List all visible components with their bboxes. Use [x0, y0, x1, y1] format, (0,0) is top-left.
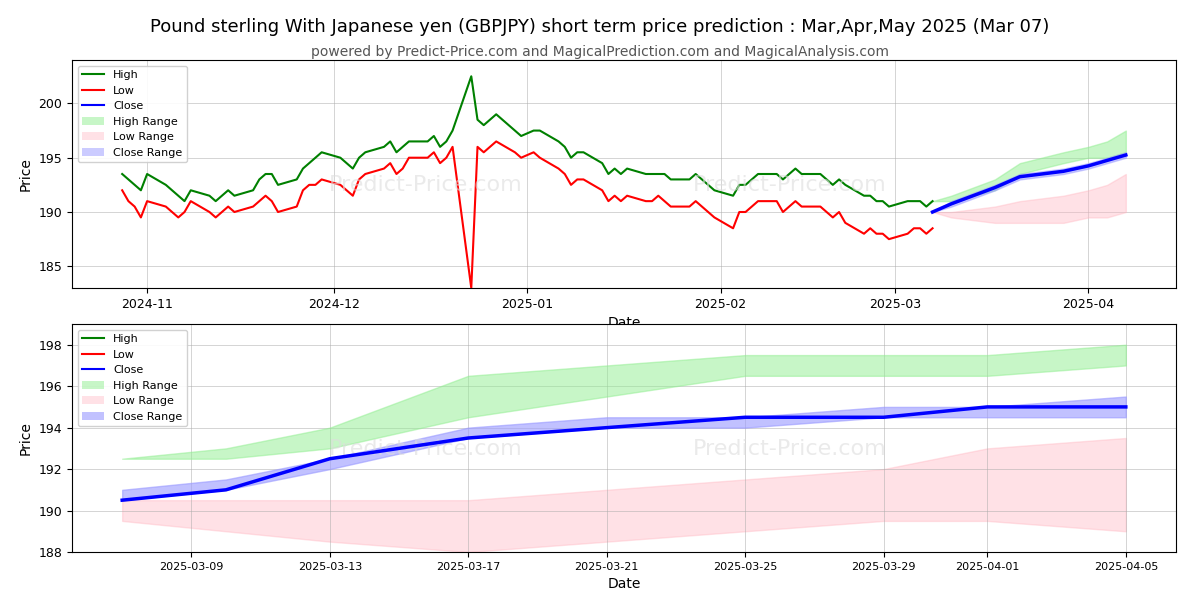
Text: powered by Predict-Price.com and MagicalPrediction.com and MagicalAnalysis.com: powered by Predict-Price.com and Magical… — [311, 45, 889, 59]
Text: Predict-Price.com: Predict-Price.com — [329, 175, 522, 196]
Y-axis label: Price: Price — [19, 157, 32, 191]
Legend: High, Low, Close, High Range, Low Range, Close Range: High, Low, Close, High Range, Low Range,… — [78, 329, 187, 426]
Text: Predict-Price.com: Predict-Price.com — [692, 439, 887, 460]
Y-axis label: Price: Price — [19, 421, 32, 455]
X-axis label: Date: Date — [607, 577, 641, 591]
X-axis label: Date: Date — [607, 316, 641, 330]
Text: Pound sterling With Japanese yen (GBPJPY) short term price prediction : Mar,Apr,: Pound sterling With Japanese yen (GBPJPY… — [150, 18, 1050, 36]
Text: Predict-Price.com: Predict-Price.com — [692, 175, 887, 196]
Legend: High, Low, Close, High Range, Low Range, Close Range: High, Low, Close, High Range, Low Range,… — [78, 65, 187, 162]
Text: Predict-Price.com: Predict-Price.com — [329, 439, 522, 460]
